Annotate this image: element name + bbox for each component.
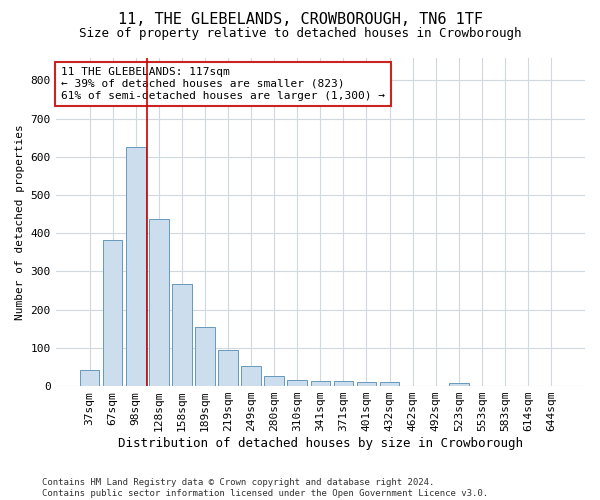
Bar xyxy=(103,240,122,386)
Bar xyxy=(287,380,307,386)
Text: Size of property relative to detached houses in Crowborough: Size of property relative to detached ho… xyxy=(79,28,521,40)
Text: 11 THE GLEBELANDS: 117sqm
← 39% of detached houses are smaller (823)
61% of semi: 11 THE GLEBELANDS: 117sqm ← 39% of detac… xyxy=(61,68,385,100)
X-axis label: Distribution of detached houses by size in Crowborough: Distribution of detached houses by size … xyxy=(118,437,523,450)
Bar xyxy=(311,382,330,386)
Text: 11, THE GLEBELANDS, CROWBOROUGH, TN6 1TF: 11, THE GLEBELANDS, CROWBOROUGH, TN6 1TF xyxy=(118,12,482,28)
Bar xyxy=(80,370,100,386)
Bar xyxy=(126,148,146,386)
Bar xyxy=(356,382,376,386)
Bar xyxy=(218,350,238,386)
Bar xyxy=(172,284,191,386)
Bar xyxy=(334,382,353,386)
Bar xyxy=(149,219,169,386)
Bar xyxy=(449,383,469,386)
Bar xyxy=(195,327,215,386)
Y-axis label: Number of detached properties: Number of detached properties xyxy=(15,124,25,320)
Bar xyxy=(265,376,284,386)
Bar xyxy=(241,366,261,386)
Bar xyxy=(380,382,400,386)
Text: Contains HM Land Registry data © Crown copyright and database right 2024.
Contai: Contains HM Land Registry data © Crown c… xyxy=(42,478,488,498)
